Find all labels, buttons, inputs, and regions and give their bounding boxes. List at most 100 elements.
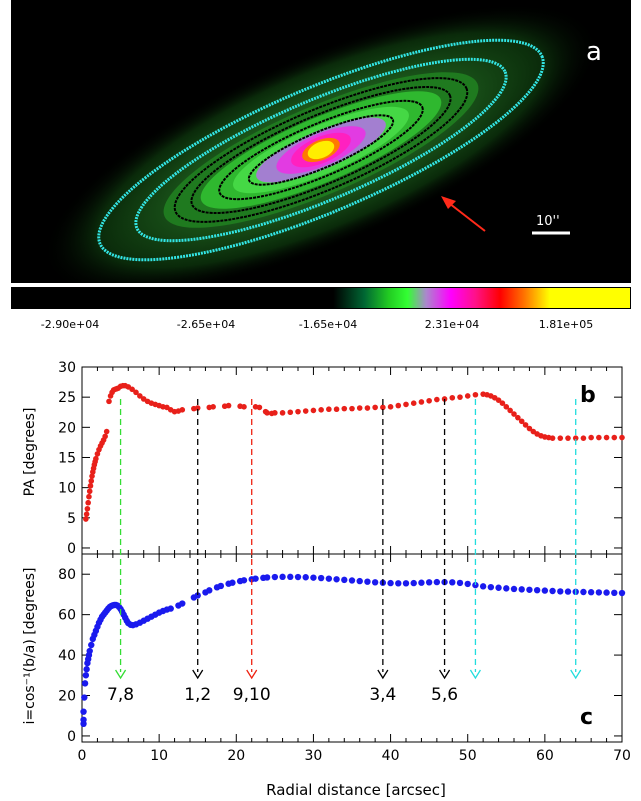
- data-point-b: [441, 396, 448, 402]
- data-point-b: [341, 405, 348, 412]
- data-point-c: [564, 588, 572, 595]
- data-point-b: [133, 389, 139, 396]
- data-point-b: [318, 407, 324, 413]
- data-point-c: [472, 581, 479, 589]
- marker-arrowhead: [115, 669, 127, 680]
- x-tick-label: 70: [613, 748, 631, 764]
- data-point-b: [88, 478, 95, 484]
- y-tick-label: 20: [58, 689, 76, 705]
- marker-lines: 7,8 1,2 9,10 3,4 5,6: [107, 399, 582, 705]
- data-point-c: [217, 582, 225, 590]
- colorbar-tick-label: -2.90e+04: [40, 318, 100, 331]
- marker-label: 3,4: [369, 685, 396, 705]
- data-point-b: [86, 493, 92, 500]
- colorbar-tick-label: 1.81e+05: [538, 318, 594, 331]
- data-point-b: [356, 405, 363, 411]
- data-point-c: [533, 586, 541, 594]
- data-point-c: [333, 576, 340, 583]
- data-point-b: [549, 435, 556, 441]
- data-point-c: [88, 641, 95, 649]
- data-point-b: [84, 505, 91, 512]
- data-point-b: [449, 394, 456, 401]
- y-tick-label: 0: [67, 541, 76, 557]
- data-point-b: [611, 434, 618, 441]
- data-point-c: [410, 579, 417, 587]
- x-tick-label: 30: [305, 748, 323, 764]
- data-point-c: [611, 589, 618, 597]
- data-point-b: [515, 414, 521, 421]
- data-point-b: [511, 411, 517, 417]
- data-point-c: [449, 579, 456, 586]
- y-tick-label: 80: [58, 567, 76, 583]
- data-point-b: [518, 418, 525, 425]
- marker-label: 9,10: [233, 685, 271, 705]
- y-tick-label: 25: [58, 390, 76, 406]
- data-point-b: [403, 401, 409, 408]
- data-point-b: [372, 404, 378, 411]
- data-point-c: [229, 579, 236, 586]
- data-point-c: [387, 579, 394, 587]
- data-point-c: [263, 574, 271, 581]
- data-point-b: [137, 393, 143, 399]
- data-point-b: [580, 435, 587, 441]
- contour-ellipse: [173, 77, 469, 223]
- data-point-b: [457, 394, 463, 400]
- data-point-c: [595, 589, 603, 596]
- colorbar: [11, 287, 631, 309]
- data-point-b: [395, 402, 402, 409]
- y-tick-label: 40: [58, 648, 76, 664]
- data-point-b: [526, 425, 533, 432]
- data-point-b: [93, 455, 99, 462]
- galaxy-image: a 10'': [42, 3, 602, 297]
- data-point-c: [557, 588, 564, 595]
- marker-label: 5,6: [431, 685, 458, 705]
- y-tick-label: 60: [58, 608, 76, 624]
- y-tick-label: 30: [58, 360, 76, 376]
- data-point-b: [619, 434, 625, 441]
- data-point-b: [287, 409, 294, 416]
- data-point-c: [179, 600, 186, 607]
- data-point-b: [264, 410, 270, 416]
- marker-arrowhead: [246, 669, 258, 680]
- data-point-b: [302, 408, 309, 414]
- y-axis-label-b: PA [degrees]: [22, 408, 38, 497]
- galaxy-image-panel: a 10'': [11, 0, 631, 297]
- galaxy-core: [307, 140, 335, 160]
- data-point-b: [426, 397, 432, 404]
- data-point-c: [487, 583, 495, 591]
- panel-c-inclination: 0 20 40 60 80 0 10 20 30 40 50 60 70: [58, 553, 631, 764]
- data-point-b: [472, 391, 479, 398]
- data-point-c: [287, 573, 294, 581]
- marker-label: 7,8: [107, 685, 134, 705]
- data-point-b: [295, 408, 301, 415]
- marker-arrowhead: [469, 669, 481, 680]
- data-point-b: [85, 499, 91, 506]
- data-point-c: [83, 666, 90, 673]
- x-tick-label: 40: [382, 748, 400, 764]
- data-point-c: [503, 585, 510, 592]
- data-point-c: [456, 579, 464, 587]
- plot-frame-b: [81, 366, 623, 555]
- data-point-b: [603, 434, 610, 441]
- data-point-c: [402, 580, 410, 587]
- data-point-b: [522, 422, 529, 428]
- data-point-b: [434, 396, 440, 403]
- data-point-c: [81, 694, 88, 701]
- data-point-b: [241, 404, 247, 410]
- data-point-b: [256, 404, 263, 411]
- data-point-b: [333, 406, 340, 413]
- data-point-b: [83, 516, 89, 522]
- data-point-c: [80, 708, 87, 715]
- data-point-c: [364, 578, 371, 585]
- data-point-c: [518, 586, 525, 593]
- contour-ellipse: [218, 99, 424, 201]
- data-point-b: [106, 398, 112, 405]
- data-point-b: [387, 404, 394, 410]
- marker-label: 1,2: [184, 685, 211, 705]
- data-point-c: [252, 575, 259, 582]
- panel-label-b: b: [580, 383, 596, 408]
- x-tick-label: 0: [78, 748, 87, 764]
- isophote-ellipse-inner: [134, 57, 508, 243]
- data-point-c: [495, 584, 502, 591]
- data-point-b: [103, 428, 110, 435]
